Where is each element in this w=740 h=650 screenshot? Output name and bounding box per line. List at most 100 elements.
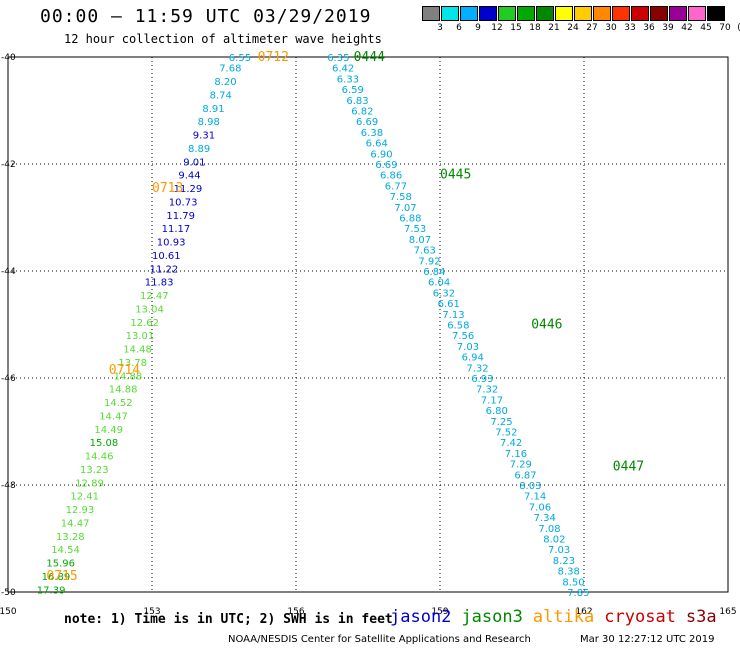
data-label-altika: 14.88: [109, 385, 138, 396]
colorbar-swatch: [536, 6, 554, 21]
data-label-jason3: 6.35: [327, 53, 349, 64]
plot-frame: [7, 56, 729, 593]
data-label-jason3: 6.90: [370, 149, 392, 160]
data-label-altika: 6.55: [229, 53, 251, 64]
data-label-jason3: 6.58: [447, 321, 469, 332]
colorbar-swatch: [593, 6, 611, 21]
data-label-jason3: 8.07: [409, 235, 431, 246]
colorbar-swatch: [441, 6, 459, 21]
satellite-legend: jason2 jason3 altika cryosat s3a: [390, 607, 727, 627]
colorbar-label: 42: [681, 23, 693, 33]
satellite-label-cryosat: cryosat: [604, 607, 676, 627]
data-label-jason3: 7.08: [538, 524, 560, 535]
colorbar-label: 12: [491, 23, 503, 33]
data-label-altika: 8.91: [202, 104, 224, 115]
data-label-jason3: 6.04: [428, 278, 450, 289]
data-label-altika: 11.83: [145, 278, 174, 289]
data-label-altika: 14.47: [61, 518, 90, 529]
data-label-jason3: 6.87: [514, 470, 536, 481]
data-label-jason3: 7.03: [548, 545, 570, 556]
data-label-jason3: 7.03: [457, 342, 479, 353]
x-tick-label: 156: [287, 607, 304, 617]
data-label-jason3: 7.92: [418, 256, 440, 267]
data-label-altika: 15.96: [46, 559, 75, 570]
colorbar-swatch: [669, 6, 687, 21]
data-label-altika: 14.88: [114, 371, 143, 382]
data-label-altika: 14.46: [85, 452, 114, 463]
time-label: 0444: [354, 50, 385, 65]
data-label-altika: 9.44: [178, 171, 200, 182]
data-label-jason3: 7.29: [510, 460, 532, 471]
data-label-jason3: 6.88: [399, 214, 421, 225]
colorbar-label: 27: [586, 23, 598, 33]
x-tick-label: 165: [719, 607, 736, 617]
data-label-altika: 13.23: [80, 465, 109, 476]
data-label-altika: 14.47: [99, 411, 128, 422]
data-label-altika: 11.29: [174, 184, 203, 195]
data-label-jason3: 7.14: [524, 492, 546, 503]
colorbar-label: 70: [719, 23, 731, 33]
data-label-altika: 7.68: [219, 64, 241, 75]
colorbar-label: 3: [437, 23, 443, 33]
data-label-jason3: 7.56: [452, 331, 474, 342]
colorbar-swatch: [650, 6, 668, 21]
colorbar-label: 6: [456, 23, 462, 33]
colorbar-label: 9: [475, 23, 481, 33]
y-tick-label: -42: [1, 160, 16, 170]
data-label-altika: 13.28: [56, 532, 85, 543]
data-label-jason3: 8.23: [553, 556, 575, 567]
data-label-jason3: 8.50: [562, 577, 584, 588]
data-label-jason3: 7.17: [481, 395, 503, 406]
time-label: 0712: [258, 50, 289, 65]
data-label-altika: 10.61: [152, 251, 181, 262]
colorbar-label: 24: [567, 23, 579, 33]
data-label-altika: 11.17: [162, 224, 191, 235]
data-label-altika: 8.98: [198, 117, 220, 128]
colorbar-label: 30: [605, 23, 617, 33]
data-label-altika: 8.20: [214, 77, 236, 88]
colorbar-swatch: [631, 6, 649, 21]
footer-note: note: 1) Time is in UTC; 2) SWH is in fe…: [64, 612, 393, 627]
data-label-altika: 14.54: [51, 545, 80, 556]
data-label-altika: 17.39: [37, 585, 66, 596]
data-label-altika: 8.74: [210, 90, 232, 101]
satellite-label-altika: altika: [532, 607, 595, 627]
data-label-jason3: 8.02: [543, 535, 565, 546]
colorbar-label: 39: [662, 23, 674, 33]
colorbar-swatch: [707, 6, 725, 21]
colorbar-swatch: [574, 6, 592, 21]
data-label-altika: 14.52: [104, 398, 133, 409]
data-label-jason3: 7.85: [567, 588, 589, 599]
colorbar-swatch: [688, 6, 706, 21]
data-label-altika: 10.93: [157, 238, 186, 249]
colorbar-swatch: [498, 6, 516, 21]
colorbar-label: 45: [700, 23, 712, 33]
data-label-jason3: 6.82: [351, 107, 373, 118]
data-label-altika: 16.89: [42, 572, 71, 583]
x-tick-label: 159: [431, 607, 448, 617]
colorbar-swatch: [555, 6, 573, 21]
y-tick-label: -44: [1, 267, 16, 277]
time-label: 0445: [440, 168, 471, 183]
data-label-altika: 9.31: [193, 131, 215, 142]
data-label-jason3: 7.52: [495, 428, 517, 439]
data-label-jason3: 7.34: [534, 513, 556, 524]
footer-timestamp: Mar 30 12:27:12 UTC 2019: [580, 634, 715, 645]
satellite-label-s3a: s3a: [685, 607, 717, 627]
data-label-jason3: 8.38: [558, 567, 580, 578]
data-label-altika: 8.89: [188, 144, 210, 155]
x-tick-label: 153: [143, 607, 160, 617]
data-label-jason3: 7.06: [529, 502, 551, 513]
time-label: 0715: [46, 569, 77, 584]
data-label-altika: 11.79: [166, 211, 195, 222]
x-tick-label: 150: [0, 607, 17, 617]
colorbar-swatch: [517, 6, 535, 21]
page-subtitle: 12 hour collection of altimeter wave hei…: [64, 32, 382, 46]
data-label-jason3: 6.83: [346, 96, 368, 107]
data-label-jason3: 7.63: [414, 246, 436, 257]
colorbar-swatch: [422, 6, 440, 21]
data-label-jason3: 6.93: [471, 374, 493, 385]
data-label-jason3: 7.53: [404, 224, 426, 235]
data-label-jason3: 7.16: [505, 449, 527, 460]
data-label-jason3: 6.69: [375, 160, 397, 171]
